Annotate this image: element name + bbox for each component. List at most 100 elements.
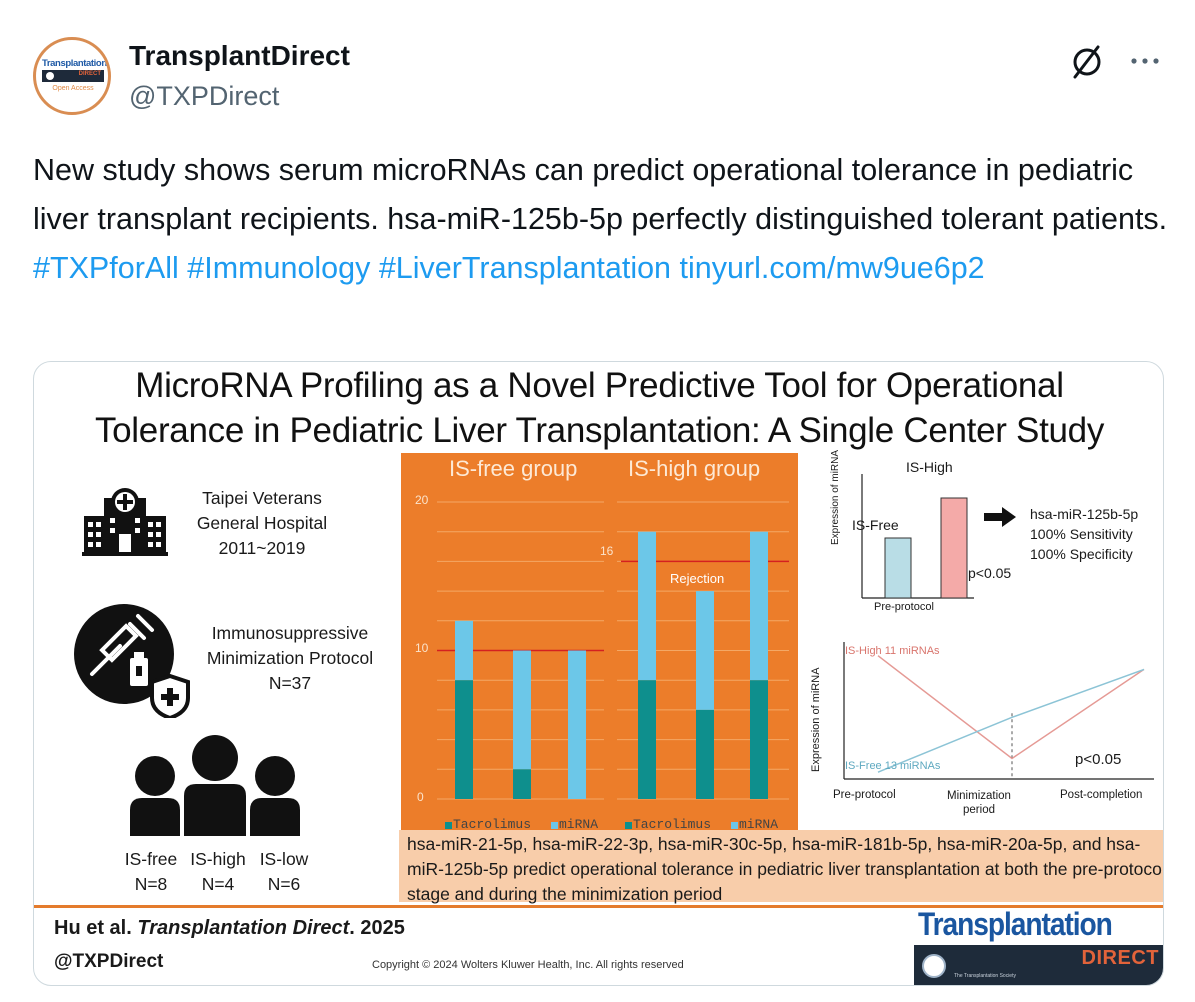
- citation-journal: Transplantation Direct: [137, 917, 350, 939]
- hospital-icon: [82, 488, 168, 556]
- stacked-bar-plot: [437, 501, 789, 829]
- tweet-media-image[interactable]: MicroRNA Profiling as a Novel Predictive…: [33, 361, 1164, 986]
- small-bar: [884, 537, 912, 599]
- avatar[interactable]: Transplantation DIRECT Open Access: [33, 37, 111, 115]
- tweet-link[interactable]: tinyurl.com/mw9ue6p2: [679, 251, 985, 285]
- y-tick-20: 20: [415, 493, 429, 507]
- bar-mirna: [696, 591, 714, 710]
- hospital-line-3: 2011~2019: [218, 538, 306, 558]
- series-line: [877, 668, 1145, 773]
- graphic-title-line2: Tolerance in Pediatric Liver Transplanta…: [94, 411, 1105, 450]
- hashtag-immunology[interactable]: #Immunology: [187, 251, 371, 285]
- pre-protocol-bar-chart: [861, 474, 974, 599]
- expression-line-chart: [843, 642, 1154, 780]
- line-x-label-pre: Pre-protocol: [833, 789, 896, 801]
- summary-text: hsa-miR-21-5p, hsa-miR-22-3p, hsa-miR-30…: [407, 834, 1164, 904]
- footer-divider: [34, 905, 1163, 908]
- group-name: IS-free: [124, 849, 178, 869]
- y-tick-10: 10: [415, 641, 429, 655]
- legend-tacrolimus-right: Tacrolimus: [633, 817, 712, 832]
- display-name[interactable]: TransplantDirect: [129, 40, 350, 71]
- citation: Hu et al. Transplantation Direct. 2025: [54, 917, 405, 940]
- panel-title-is-high: IS-high group: [628, 456, 761, 481]
- legend-tacrolimus-left: Tacrolimus: [453, 817, 532, 832]
- brand-bar: The Transplantation Society DIRECT: [914, 945, 1163, 985]
- small-bar: [940, 497, 968, 599]
- small-chart-pvalue: p<0.05: [968, 565, 1012, 581]
- transplantation-direct-logo: Transplantation The Transplantation Soci…: [914, 906, 1163, 985]
- line-chart-ylabel: Expression of miRNA: [810, 667, 822, 772]
- arrow-right-icon: [984, 507, 1016, 527]
- threshold-label-16: 16: [600, 544, 614, 558]
- hospital-info: Taipei Veterans General Hospital 2011~20…: [182, 486, 342, 561]
- legend-swatch: [625, 822, 632, 829]
- small-chart-ylabel: Expression of miRNA: [830, 449, 841, 545]
- society-seal-icon: [922, 954, 946, 978]
- bar-tacrolimus: [513, 769, 531, 799]
- legend-swatch: [551, 822, 558, 829]
- small-bar-label-is-free: IS-Free: [852, 517, 899, 533]
- bar-mirna: [455, 620, 473, 681]
- bar-tacrolimus: [696, 709, 714, 799]
- bar-mirna: [638, 531, 656, 681]
- group-n: N=4: [201, 874, 235, 894]
- avatar-logo-bar: DIRECT: [42, 70, 104, 82]
- bar-mirna: [513, 650, 531, 770]
- graphic-title-line1: MicroRNA Profiling as a Novel Predictive…: [135, 366, 1064, 405]
- protocol-line-2: Minimization Protocol: [206, 648, 374, 668]
- small-chart-xlabel: Pre-protocol: [874, 601, 934, 613]
- line-chart-pvalue: p<0.05: [1075, 751, 1122, 768]
- rejection-annotation: Rejection: [670, 571, 725, 586]
- group-name: IS-high: [190, 849, 246, 869]
- biomarker-sensitivity: 100% Sensitivity: [1030, 526, 1133, 542]
- legend-mirna-left: miRNA: [559, 817, 599, 832]
- syringe-vaccine-icon: [74, 604, 190, 718]
- protocol-line-1: Immunosuppressive: [211, 623, 369, 643]
- bar-tacrolimus: [750, 680, 768, 799]
- stacked-bar-chart: IS-free group IS-high group 20 10 0 16 R…: [401, 453, 798, 832]
- hashtag-livertransplantation[interactable]: #LiverTransplantation: [378, 251, 672, 285]
- user-handle[interactable]: @TXPDirect: [129, 81, 280, 111]
- avatar-seal-icon: [46, 72, 54, 80]
- bar-tacrolimus: [638, 680, 656, 799]
- graphic-title: MicroRNA Profiling as a Novel Predictive…: [34, 362, 1163, 453]
- legend-swatch: [731, 822, 738, 829]
- citation-year: . 2025: [349, 917, 405, 939]
- avatar-bar-text: DIRECT: [78, 71, 101, 77]
- group-is-low: IS-low N=6: [250, 847, 318, 897]
- more-dots-icon[interactable]: [1125, 41, 1165, 81]
- line-x-label-post: Post-completion: [1060, 789, 1143, 801]
- grok-slash-icon[interactable]: [1067, 41, 1107, 81]
- group-is-free: IS-free N=8: [116, 847, 186, 897]
- legend-swatch: [445, 822, 452, 829]
- series-label-is-free: IS-Free 13 miRNAs: [845, 760, 941, 772]
- protocol-line-3: N=37: [268, 673, 312, 693]
- legend-mirna-right: miRNA: [739, 817, 779, 832]
- avatar-logo: Transplantation DIRECT Open Access: [42, 58, 107, 98]
- summary-box: hsa-miR-21-5p, hsa-miR-22-3p, hsa-miR-30…: [399, 830, 1163, 904]
- brand-wordmark: Transplantation: [918, 906, 1113, 942]
- line-x-label-min: Minimization period: [947, 790, 1011, 816]
- citation-authors: Hu et al.: [54, 917, 132, 939]
- biomarker-result: hsa-miR-125b-5p 100% Sensitivity 100% Sp…: [1030, 504, 1138, 564]
- hospital-line-1: Taipei Veterans: [202, 488, 322, 508]
- biomarker-specificity: 100% Specificity: [1030, 546, 1133, 562]
- avatar-open-access: Open Access: [52, 85, 94, 92]
- hashtag-txpforall[interactable]: #TXPforAll: [33, 251, 179, 285]
- group-is-high: IS-high N=4: [182, 847, 254, 897]
- small-bar-label-is-high: IS-High: [906, 459, 953, 475]
- biomarker-name: hsa-miR-125b-5p: [1030, 506, 1139, 522]
- tweet-header: Transplantation DIRECT Open Access Trans…: [33, 37, 1165, 119]
- group-n: N=6: [267, 874, 301, 894]
- group-name: IS-low: [259, 849, 309, 869]
- protocol-info: Immunosuppressive Minimization Protocol …: [190, 621, 390, 696]
- y-tick-0: 0: [417, 790, 424, 804]
- hospital-line-2: General Hospital: [196, 513, 328, 533]
- avatar-logo-text: Transplantation: [42, 58, 107, 69]
- brand-society: The Transplantation Society: [954, 973, 1016, 979]
- people-group-icon: [130, 735, 300, 836]
- tweet-text: New study shows serum microRNAs can pred…: [33, 146, 1168, 293]
- copyright-notice: Copyright © 2024 Wolters Kluwer Health, …: [372, 959, 684, 971]
- series-label-is-high: IS-High 11 miRNAs: [845, 645, 940, 657]
- bar-mirna: [568, 650, 586, 799]
